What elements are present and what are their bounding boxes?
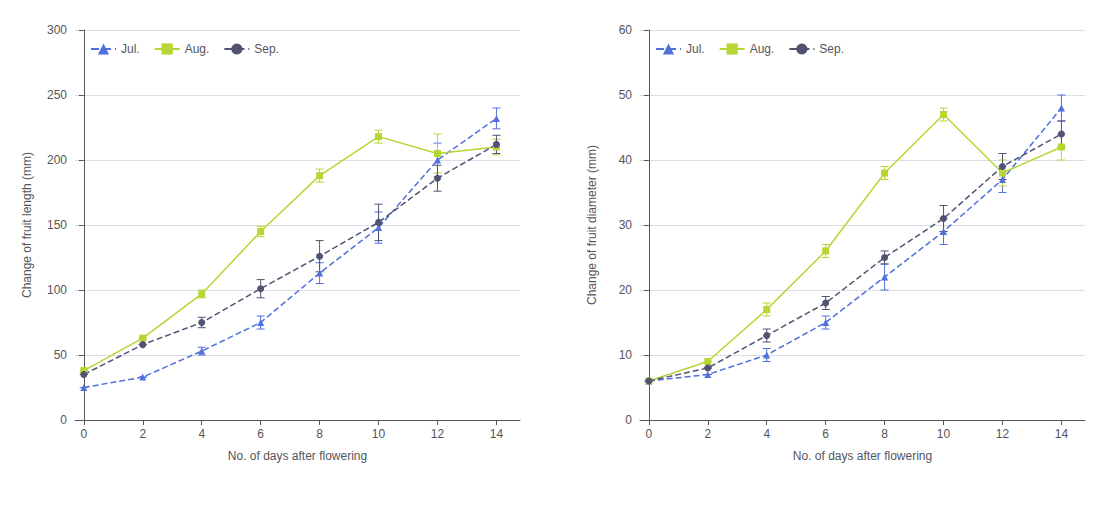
svg-text:250: 250 bbox=[47, 88, 67, 102]
svg-text:14: 14 bbox=[490, 427, 504, 441]
svg-text:4: 4 bbox=[198, 427, 205, 441]
svg-text:200: 200 bbox=[47, 153, 67, 167]
svg-text:2: 2 bbox=[139, 427, 146, 441]
svg-text:12: 12 bbox=[431, 427, 445, 441]
svg-text:Change of fruit diameter (mm): Change of fruit diameter (mm) bbox=[585, 145, 599, 305]
svg-text:50: 50 bbox=[54, 348, 68, 362]
svg-text:40: 40 bbox=[619, 153, 633, 167]
svg-text:Sep.: Sep. bbox=[819, 42, 844, 56]
svg-text:Sep.: Sep. bbox=[254, 42, 279, 56]
svg-text:No. of days after flowering: No. of days after flowering bbox=[793, 449, 932, 463]
svg-text:Jul.: Jul. bbox=[121, 42, 140, 56]
svg-text:50: 50 bbox=[619, 88, 633, 102]
svg-text:100: 100 bbox=[47, 283, 67, 297]
svg-text:14: 14 bbox=[1055, 427, 1069, 441]
svg-text:2: 2 bbox=[704, 427, 711, 441]
svg-text:30: 30 bbox=[619, 218, 633, 232]
svg-text:8: 8 bbox=[316, 427, 323, 441]
svg-text:No. of days after flowering: No. of days after flowering bbox=[228, 449, 367, 463]
svg-text:60: 60 bbox=[619, 23, 633, 37]
svg-text:8: 8 bbox=[881, 427, 888, 441]
svg-text:10: 10 bbox=[619, 348, 633, 362]
svg-text:12: 12 bbox=[996, 427, 1010, 441]
svg-text:4: 4 bbox=[763, 427, 770, 441]
svg-text:Aug.: Aug. bbox=[185, 42, 210, 56]
svg-text:0: 0 bbox=[645, 427, 652, 441]
svg-text:150: 150 bbox=[47, 218, 67, 232]
svg-text:300: 300 bbox=[47, 23, 67, 37]
svg-text:0: 0 bbox=[60, 413, 67, 427]
svg-text:0: 0 bbox=[625, 413, 632, 427]
svg-text:Aug.: Aug. bbox=[750, 42, 775, 56]
svg-text:20: 20 bbox=[619, 283, 633, 297]
svg-text:Jul.: Jul. bbox=[686, 42, 705, 56]
svg-text:10: 10 bbox=[937, 427, 951, 441]
svg-text:6: 6 bbox=[822, 427, 829, 441]
svg-text:10: 10 bbox=[372, 427, 386, 441]
svg-text:0: 0 bbox=[80, 427, 87, 441]
svg-text:6: 6 bbox=[257, 427, 264, 441]
svg-text:Change of fruit length (mm): Change of fruit length (mm) bbox=[20, 152, 34, 298]
